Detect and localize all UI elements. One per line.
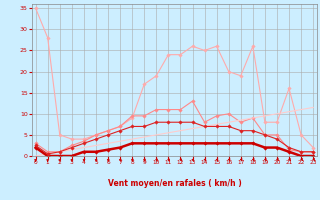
X-axis label: Vent moyen/en rafales ( km/h ): Vent moyen/en rafales ( km/h ) xyxy=(108,179,241,188)
